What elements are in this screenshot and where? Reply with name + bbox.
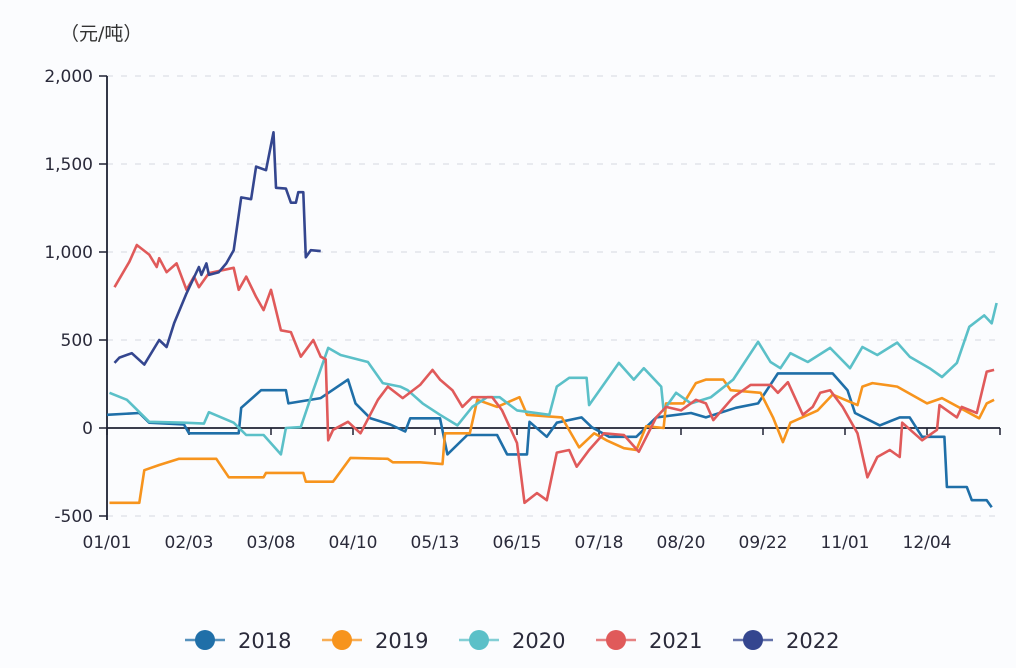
legend-marker [195,630,215,650]
legend-item-2021: 2021 [596,629,702,653]
x-tick-label: 02/03 [165,533,214,553]
x-tick-label: 01/01 [83,533,132,553]
series-line-2022 [113,131,321,366]
unit-label: （元/吨） [60,23,142,45]
legend-label: 2020 [512,629,565,653]
x-tick-label: 12/04 [903,533,952,553]
y-axis: 2,000 1,500 1,000 500 0 -500 [44,67,108,527]
legend-item-2018: 2018 [185,629,291,653]
legend: 2018 2019 2020 2021 2022 [185,629,839,653]
legend-label: 2018 [238,629,291,653]
x-tick-label: 04/10 [329,533,378,553]
x-tick-label: 03/08 [247,533,296,553]
legend-label: 2022 [786,629,839,653]
legend-marker [743,630,763,650]
series-line-2020 [109,302,998,456]
y-tick-label: 1,000 [44,243,93,263]
y-tick-label: 500 [61,331,93,351]
series-line-2021 [113,243,995,505]
x-tick-label: 05/13 [411,533,460,553]
x-tick-label: 09/22 [739,533,788,553]
series-lines [106,131,998,508]
x-tick-label: 08/20 [657,533,706,553]
y-tick-label: 2,000 [44,67,93,87]
legend-marker [469,630,489,650]
gridlines [107,75,1000,517]
legend-marker [606,630,626,650]
x-tick-label: 07/18 [575,533,624,553]
x-tick-label: 11/01 [821,533,870,553]
legend-label: 2019 [375,629,428,653]
series-line-2018 [106,372,993,508]
legend-item-2022: 2022 [733,629,839,653]
series-line-2019 [109,378,995,505]
legend-item-2020: 2020 [459,629,565,653]
y-tick-label: -500 [54,507,93,527]
x-tick-label: 06/15 [493,533,542,553]
y-tick-label: 1,500 [44,155,93,175]
legend-label: 2021 [649,629,702,653]
legend-item-2019: 2019 [322,629,428,653]
y-tick-label: 0 [82,419,93,439]
legend-marker [332,630,352,650]
x-axis: 01/01 02/03 03/08 04/10 05/13 06/15 07/18 08/20… [83,427,1001,553]
